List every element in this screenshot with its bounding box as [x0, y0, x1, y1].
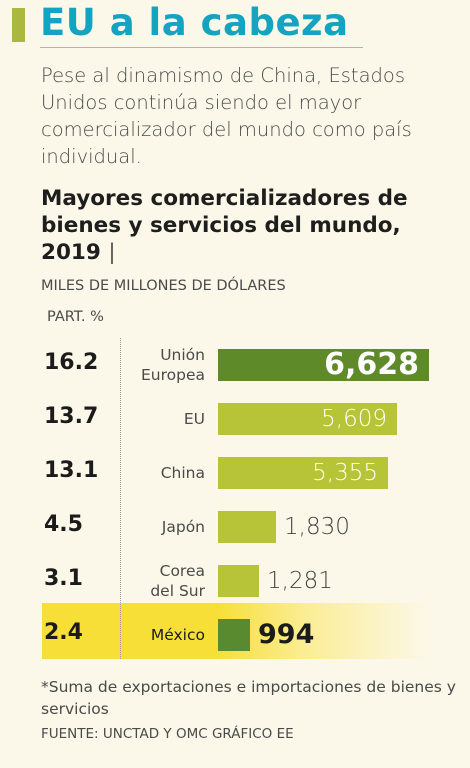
bar-japon	[218, 511, 276, 543]
country-label-china: China	[120, 463, 205, 483]
share-header: PART. %	[47, 309, 104, 325]
country-label-line: México	[150, 626, 205, 644]
footnote: *Suma de exportaciones e importaciones d…	[41, 678, 456, 718]
units-label: MILES DE MILLONES DE DÓLARES	[41, 278, 286, 294]
bar-china	[218, 457, 388, 489]
share-value-union-europea: 16.2	[44, 350, 99, 375]
value-label-japon: 1,830	[284, 514, 350, 540]
bar-eu	[218, 403, 397, 435]
country-label-line: del Sur	[150, 582, 205, 600]
country-label-line: Unión	[160, 346, 205, 364]
chart-title-block: Mayores comercializadores de bienes y se…	[41, 185, 461, 266]
value-label-mexico: 994	[258, 619, 315, 650]
country-label-union-europea: Unión Europea	[120, 345, 205, 385]
intro-text: Pese al dinamismo de China, Estados Unid…	[41, 64, 412, 168]
share-value-mexico: 2.4	[44, 620, 83, 645]
bar-mexico	[218, 619, 250, 651]
value-label-china: 5,355	[312, 460, 378, 486]
headline-rule	[40, 47, 363, 48]
chart-title: Mayores comercializadores de bienes y se…	[41, 186, 408, 265]
share-value-corea-del-sur: 3.1	[44, 566, 83, 591]
title-separator: |	[108, 240, 116, 265]
country-label-line: EU	[183, 410, 205, 428]
country-label-corea-del-sur: Corea del Sur	[120, 561, 205, 601]
value-label-corea-del-sur: 1,281	[267, 568, 333, 594]
share-value-japon: 4.5	[44, 512, 83, 537]
source-credit: FUENTE: UNCTAD Y OMC GRÁFICO EE	[41, 726, 294, 742]
bar-corea-del-sur	[218, 565, 259, 597]
value-label-eu: 5,609	[321, 406, 387, 432]
share-value-eu: 13.7	[44, 404, 99, 429]
country-label-line: Corea	[159, 562, 205, 580]
country-label-japon: Japón	[120, 517, 205, 537]
column-divider	[120, 338, 121, 659]
country-label-line: China	[160, 464, 205, 482]
country-label-line: Japón	[161, 518, 205, 536]
country-label-line: Europea	[140, 366, 205, 384]
share-value-china: 13.1	[44, 458, 99, 483]
headline: EU a la cabeza	[40, 1, 349, 44]
accent-bar	[12, 8, 25, 42]
value-label-union-europea: 6,628	[324, 347, 419, 382]
country-label-eu: EU	[120, 409, 205, 429]
country-label-mexico: México	[120, 625, 205, 645]
bar-union-europea	[218, 349, 429, 381]
